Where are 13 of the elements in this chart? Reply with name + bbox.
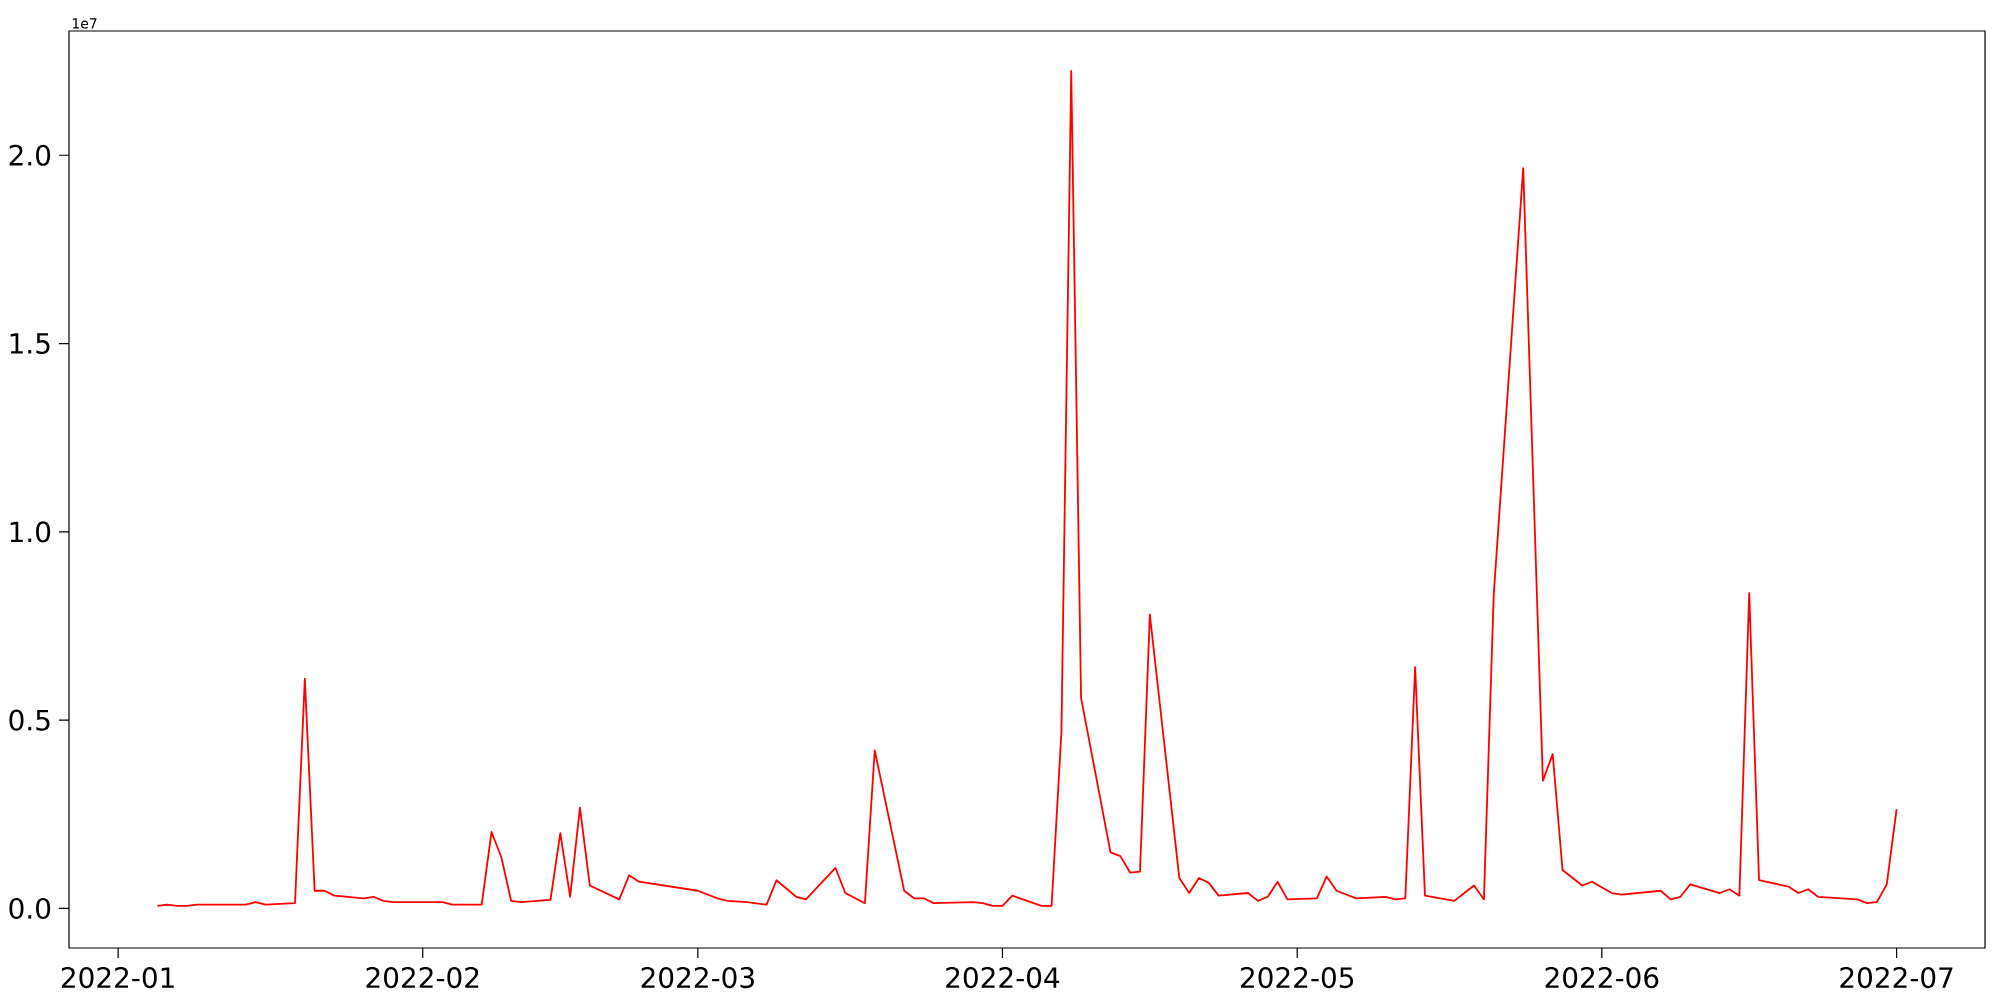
y-tick-label: 0.0 [9, 897, 51, 920]
y-tick-label: 0.5 [9, 709, 50, 731]
x-tick-label: 2022-04 [946, 967, 1060, 989]
x-tick-label: 2022-07 [1840, 967, 1953, 989]
x-tick-label: 2022-06 [1545, 967, 1659, 989]
y-tick-label: 1.5 [10, 333, 50, 354]
x-tick-label: 2022-02 [366, 967, 479, 989]
x-tick-label: 2022-01 [61, 967, 174, 989]
y-tick-label: 1.0 [10, 521, 51, 543]
y-tick-label: 2.0 [9, 144, 51, 166]
x-tick-label: 2022-03 [641, 967, 754, 989]
text: 1e7 [72, 18, 97, 29]
x-tick-label: 2022-05 [1240, 967, 1354, 989]
